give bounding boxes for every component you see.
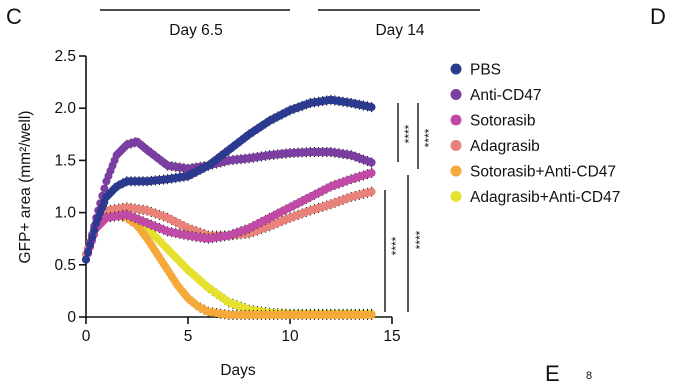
x-tick-label: 10 [281, 328, 299, 345]
series-adagrasib-anti-cd47 [82, 208, 376, 319]
legend-marker [450, 191, 462, 202]
legend-marker [450, 165, 462, 177]
legend-marker [450, 140, 462, 151]
y-tick-label: 1.5 [54, 152, 76, 169]
legend-label: Adagrasib+Anti-CD47 [470, 189, 620, 206]
x-axis-label: Days [220, 362, 256, 379]
data-point [367, 187, 376, 196]
legend-label: Anti-CD47 [470, 87, 542, 104]
data-point [367, 168, 376, 177]
y-ticks: 0 0.5 1.0 1.5 2.0 2.5 [54, 48, 86, 326]
data-point [367, 310, 376, 319]
legend-label: Sotorasib [470, 113, 535, 130]
series-pbs [82, 94, 376, 265]
y-tick-label: 0.5 [54, 257, 76, 274]
legend-label: PBS [470, 62, 501, 79]
x-ticks: 0 5 10 15 [82, 317, 401, 345]
data-point [82, 255, 90, 264]
sig-stars-4: **** [413, 230, 427, 249]
panel-label-d: D [650, 4, 666, 29]
sig-stars-3: **** [389, 236, 403, 255]
legend-marker [450, 89, 462, 100]
y-tick-label: 1.0 [54, 205, 76, 222]
sig-stars-2: **** [422, 128, 436, 147]
data-point [367, 103, 376, 112]
panel-label-e-tick: 8 [586, 370, 592, 382]
x-tick-label: 5 [184, 328, 193, 345]
series-adagrasib [82, 186, 376, 260]
legend-marker [450, 114, 462, 126]
legend-label: Sotorasib+Anti-CD47 [470, 164, 616, 181]
series-layer [82, 94, 376, 320]
data-point [367, 158, 376, 167]
legend-marker [450, 63, 462, 75]
y-tick-label: 0 [67, 309, 76, 326]
y-tick-label: 2.0 [54, 100, 76, 117]
x-tick-label: 0 [82, 328, 91, 345]
series-sotorasib [82, 167, 376, 265]
x-tick-label: 15 [383, 328, 400, 345]
data-point [84, 248, 93, 257]
legend: PBS Anti-CD47 Sotorasib Adagrasib Sotorasib+… [450, 62, 620, 206]
panel-label-e: E [545, 361, 560, 383]
day-label-14: Day 14 [375, 22, 424, 39]
data-point [88, 233, 97, 242]
day-label-6-5: Day 6.5 [169, 22, 222, 39]
legend-label: Adagrasib [470, 138, 540, 155]
sig-stars-1: **** [402, 124, 416, 143]
y-tick-label: 2.5 [54, 48, 76, 65]
data-point [86, 240, 95, 249]
panel-label-c: C [6, 4, 22, 29]
data-point [100, 184, 109, 193]
data-point [90, 226, 99, 235]
y-axis-label: GFP+ area (mm²/well) [17, 111, 34, 264]
